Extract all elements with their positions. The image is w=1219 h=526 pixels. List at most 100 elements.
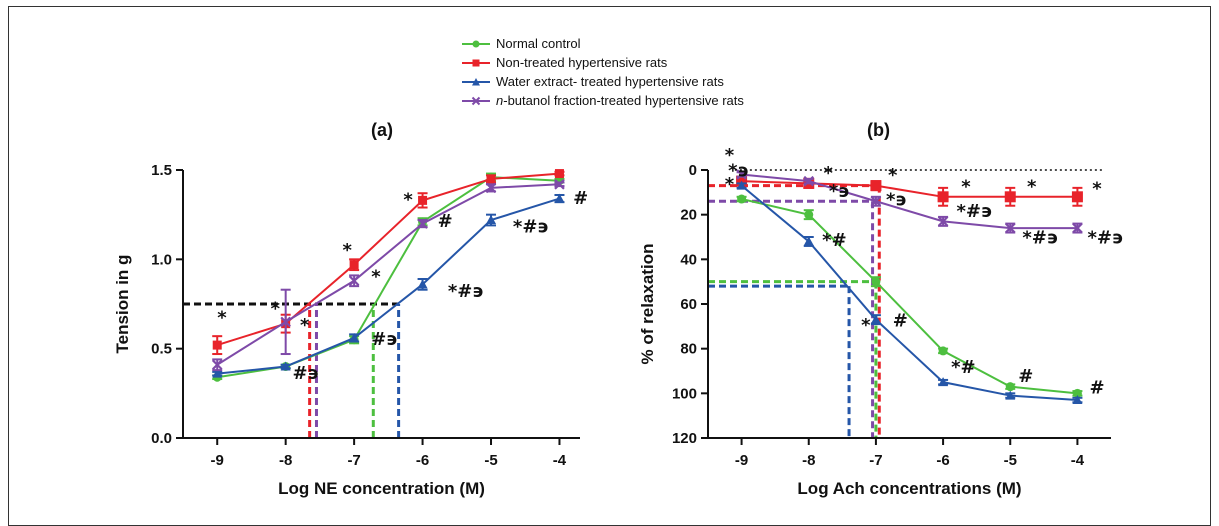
data-point-x xyxy=(280,316,291,328)
data-point-triangle xyxy=(1072,395,1083,405)
series-line-triangle xyxy=(217,197,560,375)
legend-marker-x-icon xyxy=(462,96,490,106)
data-point-square xyxy=(486,174,496,184)
data-point-triangle xyxy=(554,193,565,203)
series-line-x xyxy=(741,173,1078,230)
data-point-triangle xyxy=(486,215,497,225)
y-tick-label: 1.0 xyxy=(151,251,172,268)
x-tick-label: -5 xyxy=(1004,452,1017,469)
significance-annotation: *#϶ xyxy=(957,201,993,222)
significance-annotation: * xyxy=(371,267,381,288)
x-tick-label: -4 xyxy=(553,452,567,469)
series-line-triangle xyxy=(740,184,1078,402)
legend-marker-square-icon xyxy=(462,59,490,67)
x-tick-label: -9 xyxy=(735,452,748,469)
significance-annotation: *#϶ xyxy=(448,281,484,302)
data-point-x xyxy=(1004,222,1016,234)
significance-annotation: * xyxy=(1027,176,1037,197)
significance-annotation: * xyxy=(217,308,227,329)
significance-annotation: * xyxy=(725,145,735,166)
significance-annotation: #϶ xyxy=(293,363,320,384)
data-point-x xyxy=(937,216,949,227)
x-axis-title: Log Ach concentrations (M) xyxy=(797,479,1021,498)
data-point-square xyxy=(1004,191,1016,203)
series-line-circle xyxy=(741,198,1078,395)
data-point-x xyxy=(211,359,223,371)
significance-annotation: *# xyxy=(951,357,976,378)
data-point-x xyxy=(803,175,815,187)
data-point-triangle xyxy=(938,377,949,387)
data-point-circle xyxy=(1072,388,1082,398)
y-tick-label: 0 xyxy=(689,162,697,179)
data-point-x xyxy=(348,275,360,287)
significance-annotation: * xyxy=(824,163,834,184)
x-tick-label: -6 xyxy=(416,452,429,469)
data-point-circle xyxy=(1005,382,1015,392)
y-tick-label: 60 xyxy=(680,296,697,313)
legend-marker-circle-icon xyxy=(462,40,490,48)
data-point-x xyxy=(1072,222,1083,234)
significance-annotation: * xyxy=(1092,179,1102,200)
panel-b-label: (b) xyxy=(867,120,890,140)
x-tick-label: -7 xyxy=(347,452,360,469)
y-axis-title: % of relaxation xyxy=(638,244,657,365)
data-point-circle xyxy=(804,210,814,220)
data-point-circle xyxy=(871,277,881,287)
data-point-triangle xyxy=(1005,390,1016,400)
chart-a: 0.0 0.5 1.0 1.5 -9 -8 -7 -6 -5 -4 Log NE concentra… xyxy=(113,162,588,498)
significance-annotation: *#϶ xyxy=(1087,228,1123,249)
significance-annotation: # xyxy=(573,188,588,209)
x-tick-label: -8 xyxy=(279,452,292,469)
data-point-square xyxy=(870,180,882,192)
y-axis-title: Tension in g xyxy=(113,255,132,354)
x-tick-label: -8 xyxy=(802,452,815,469)
data-point-circle xyxy=(938,346,948,356)
data-point-triangle xyxy=(803,236,814,246)
data-point-triangle xyxy=(417,279,428,289)
significance-annotation: *϶ xyxy=(886,190,907,211)
x-tick-label: -4 xyxy=(1071,452,1085,469)
data-point-triangle xyxy=(736,180,747,190)
series-line-square xyxy=(741,180,1078,198)
y-tick-label: 20 xyxy=(680,207,697,224)
significance-annotation: * xyxy=(342,240,352,261)
y-tick-label: 1.5 xyxy=(151,162,172,179)
data-point-x xyxy=(485,182,497,194)
data-point-circle xyxy=(737,194,747,204)
significance-annotation: * xyxy=(403,190,413,211)
legend-label: Water extract- treated hypertensive rats xyxy=(496,74,724,89)
data-point-square xyxy=(1071,191,1083,203)
x-tick-label: -5 xyxy=(484,452,497,469)
significance-annotation: *#϶ xyxy=(513,217,549,238)
significance-annotation: * xyxy=(961,176,971,197)
panel-a-label: (a) xyxy=(371,120,393,140)
significance-annotation: #϶ xyxy=(371,329,398,350)
data-point-square xyxy=(937,191,949,203)
significance-annotation: * xyxy=(861,315,871,336)
series-line-square xyxy=(216,172,560,347)
significance-annotation: *# xyxy=(822,230,847,251)
series-line-x xyxy=(216,183,560,366)
legend-label: Non-treated hypertensive rats xyxy=(496,55,668,70)
significance-annotation: * xyxy=(300,315,310,336)
y-tick-label: 0.0 xyxy=(151,430,172,447)
legend-marker-triangle-icon xyxy=(462,78,490,86)
y-tick-label: 80 xyxy=(680,341,697,358)
y-tick-label: 120 xyxy=(672,430,697,447)
significance-annotation: # xyxy=(893,310,908,331)
data-point-square xyxy=(349,260,359,270)
y-tick-label: 0.5 xyxy=(151,341,172,358)
data-point-x xyxy=(736,169,747,180)
data-point-square xyxy=(212,340,222,350)
significance-annotation: # xyxy=(1018,366,1033,387)
data-point-triangle xyxy=(349,332,360,342)
significance-annotation: *#϶ xyxy=(1022,228,1058,249)
data-point-square xyxy=(418,195,428,205)
x-tick-label: -7 xyxy=(869,452,882,469)
significance-annotation: * xyxy=(725,174,735,195)
x-axis-title: Log NE concentration (M) xyxy=(278,479,485,498)
significance-annotation: * xyxy=(271,299,281,320)
x-tick-label: -6 xyxy=(936,452,949,469)
data-point-x xyxy=(417,218,428,229)
significance-annotation: *϶ xyxy=(829,181,850,202)
